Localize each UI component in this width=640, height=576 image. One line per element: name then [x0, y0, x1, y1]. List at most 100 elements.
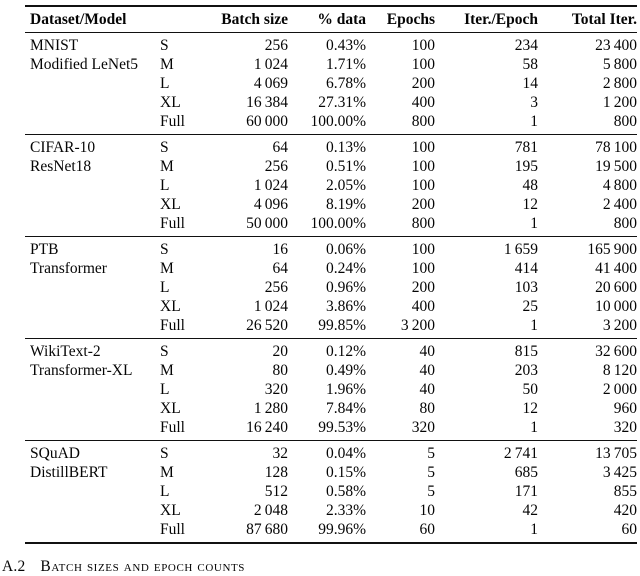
iter-epoch-value: 685	[514, 464, 539, 481]
pct-data-value: 0.49%	[325, 362, 367, 379]
size-label: M	[160, 56, 174, 73]
pct-data-value: 99.85%	[318, 317, 367, 334]
pct-data-value: 0.12%	[325, 343, 367, 360]
table-row: Full 87 680 99.96% 60 1 60	[25, 520, 637, 543]
batch-size-value: 16	[272, 241, 289, 258]
batch-size-value: 1 024	[253, 56, 289, 73]
section-wikitext2: WikiText-2 S 20 0.12% 40 815 32 600 Tran…	[25, 338, 638, 441]
table-row: L 512 0.58% 5 171 855	[25, 482, 637, 501]
batch-size-value: 50 000	[246, 215, 289, 232]
epochs-value: 800	[411, 215, 436, 232]
size-label: L	[160, 483, 170, 500]
model-name: Transformer	[30, 260, 107, 277]
size-label: Full	[160, 317, 185, 334]
epochs-value: 10	[419, 502, 436, 519]
pct-data-value: 0.43%	[325, 37, 367, 54]
table-row: XL 4 096 8.19% 200 12 2 400	[25, 195, 637, 214]
total-iter-value: 8 120	[602, 362, 638, 379]
pct-data-value: 0.51%	[325, 158, 367, 175]
size-label: M	[160, 464, 174, 481]
size-label: L	[160, 279, 170, 296]
epochs-value: 40	[419, 381, 436, 398]
size-label: S	[160, 343, 169, 360]
table-row: Transformer M 64 0.24% 100 414 41 400	[25, 259, 637, 278]
batch-size-value: 64	[272, 260, 289, 277]
table-row: Full 60 000 100.00% 800 1 800	[25, 112, 637, 135]
header-pct-data: % data	[317, 11, 367, 28]
batch-size-value: 256	[264, 37, 289, 54]
pct-data-value: 100.00%	[310, 215, 367, 232]
pct-data-value: 0.58%	[325, 483, 367, 500]
iter-epoch-value: 234	[514, 37, 539, 54]
epochs-value: 800	[411, 113, 436, 130]
total-iter-value: 2 800	[602, 75, 638, 92]
size-label: M	[160, 362, 174, 379]
table-row: Full 16 240 99.53% 320 1 320	[25, 418, 637, 441]
epochs-value: 40	[419, 362, 436, 379]
pct-data-value: 0.96%	[325, 279, 367, 296]
table-row: L 1 024 2.05% 100 48 4 800	[25, 176, 637, 195]
batch-size-value: 1 024	[253, 177, 289, 194]
iter-epoch-value: 1	[530, 317, 539, 334]
batch-size-value: 87 680	[246, 521, 289, 538]
model-name: Transformer-XL	[30, 362, 133, 379]
model-name: Modified LeNet5	[30, 56, 139, 73]
table-row: ResNet18 M 256 0.51% 100 195 19 500	[25, 157, 637, 176]
pct-data-value: 8.19%	[325, 196, 367, 213]
iter-epoch-value: 48	[522, 177, 539, 194]
section-heading: A.2 Batch sizes and epoch counts	[2, 558, 640, 576]
epochs-value: 3 200	[400, 317, 436, 334]
epochs-value: 100	[411, 37, 436, 54]
iter-epoch-value: 2 741	[503, 445, 539, 462]
iter-epoch-value: 414	[514, 260, 539, 277]
total-iter-value: 855	[613, 483, 638, 500]
model-name: DistillBERT	[30, 464, 108, 481]
total-iter-value: 320	[613, 419, 638, 436]
batch-size-value: 128	[264, 464, 289, 481]
epochs-value: 60	[419, 521, 436, 538]
iter-epoch-value: 103	[514, 279, 539, 296]
table-row: XL 16 384 27.31% 400 3 1 200	[25, 93, 637, 112]
epochs-value: 40	[419, 343, 436, 360]
iter-epoch-value: 1	[530, 215, 539, 232]
total-iter-value: 20 600	[595, 279, 638, 296]
epochs-value: 5	[427, 445, 436, 462]
iter-epoch-value: 25	[522, 298, 539, 315]
total-iter-value: 23 400	[595, 37, 638, 54]
pct-data-value: 0.24%	[325, 260, 367, 277]
size-label: S	[160, 241, 169, 258]
dataset-name: CIFAR-10	[30, 139, 96, 156]
pct-data-value: 0.04%	[325, 445, 367, 462]
pct-data-value: 6.78%	[325, 75, 367, 92]
batch-size-value: 32	[272, 445, 289, 462]
size-label: S	[160, 37, 169, 54]
pct-data-value: 27.31%	[318, 94, 367, 111]
size-label: L	[160, 177, 170, 194]
epochs-value: 100	[411, 139, 436, 156]
total-iter-value: 4 800	[602, 177, 638, 194]
epochs-value: 400	[411, 298, 436, 315]
epochs-value: 200	[411, 279, 436, 296]
pct-data-value: 100.00%	[310, 113, 367, 130]
batch-size-value: 4 096	[253, 196, 289, 213]
header-batch-size: Batch size	[221, 11, 289, 28]
table-row: PTB S 16 0.06% 100 1 659 165 900	[25, 237, 637, 260]
table-row: Transformer-XL M 80 0.49% 40 203 8 120	[25, 361, 637, 380]
batch-size-value: 1 024	[253, 298, 289, 315]
epochs-value: 5	[427, 483, 436, 500]
total-iter-value: 41 400	[595, 260, 638, 277]
section-mnist: MNIST S 256 0.43% 100 234 23 400 Modifie…	[25, 32, 638, 135]
total-iter-value: 10 000	[595, 298, 638, 315]
size-label: S	[160, 139, 169, 156]
iter-epoch-value: 1	[530, 521, 539, 538]
batch-size-value: 16 240	[246, 419, 289, 436]
iter-epoch-value: 12	[522, 196, 539, 213]
iter-epoch-value: 42	[522, 502, 539, 519]
size-label: XL	[160, 196, 181, 213]
size-label: L	[160, 75, 170, 92]
size-label: S	[160, 445, 169, 462]
iter-epoch-value: 171	[514, 483, 539, 500]
batch-size-value: 256	[264, 279, 289, 296]
total-iter-value: 420	[613, 502, 638, 519]
total-iter-value: 165 900	[587, 241, 638, 258]
